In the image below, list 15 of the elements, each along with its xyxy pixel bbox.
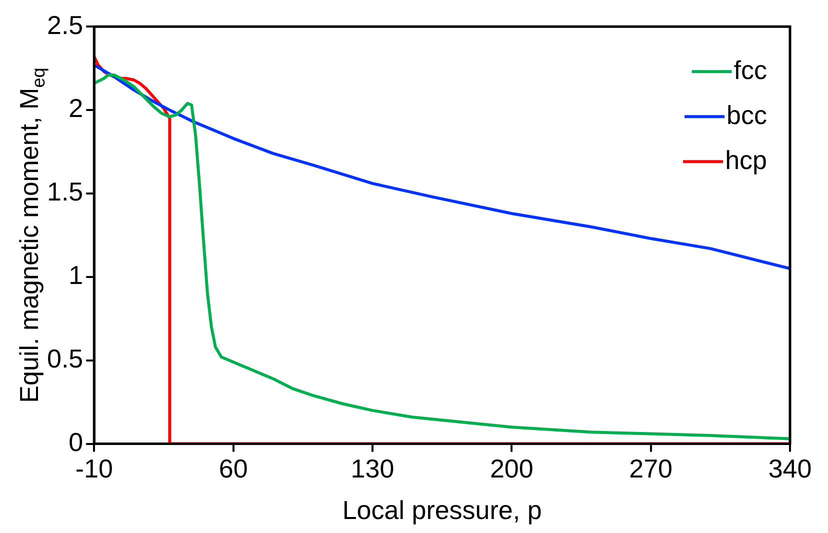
x-tick-label: 60	[218, 454, 248, 484]
legend-label: bcc	[726, 100, 768, 130]
x-tick-label: 200	[490, 454, 534, 484]
y-axis-title: Equil. magnetic moment, Meq	[14, 68, 48, 403]
y-tick-label: 0.5	[46, 344, 84, 374]
x-tick-label: 340	[768, 454, 812, 484]
y-tick-label: 1.5	[46, 176, 84, 207]
x-axis-title: Local pressure, p	[342, 495, 542, 525]
y-tick-label: 2	[68, 93, 84, 124]
x-tick-label: 130	[350, 454, 394, 484]
legend-label: hcp	[725, 144, 767, 175]
y-tick-label: 2.5	[46, 10, 84, 40]
x-tick-label: 270	[629, 454, 673, 484]
y-tick-label: 1	[68, 260, 84, 290]
legend-label: fcc	[734, 54, 768, 85]
